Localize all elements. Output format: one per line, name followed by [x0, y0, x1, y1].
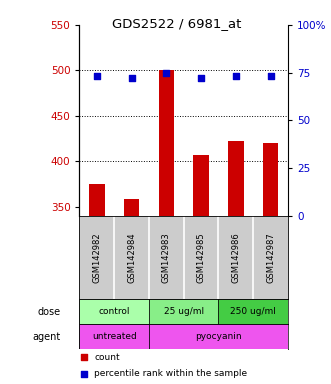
Point [268, 73, 273, 79]
Point [81, 354, 86, 361]
Text: pyocyanin: pyocyanin [195, 332, 242, 341]
Bar [263, 143, 278, 216]
Bar [149, 299, 218, 324]
Text: untreated: untreated [92, 332, 137, 341]
Point [233, 73, 238, 79]
Bar [124, 199, 139, 216]
Point [94, 73, 99, 79]
Bar [159, 70, 174, 216]
Point [198, 75, 204, 81]
Point [129, 75, 134, 81]
Bar [79, 299, 149, 324]
Point [81, 371, 86, 377]
Text: GSM142984: GSM142984 [127, 232, 136, 283]
Text: 25 ug/ml: 25 ug/ml [164, 307, 204, 316]
Text: GDS2522 / 6981_at: GDS2522 / 6981_at [113, 17, 242, 30]
Text: dose: dose [37, 307, 60, 317]
Text: GSM142987: GSM142987 [266, 232, 275, 283]
Text: GSM142985: GSM142985 [197, 232, 206, 283]
Point [164, 70, 169, 76]
Bar [79, 324, 149, 349]
Bar [89, 184, 105, 216]
Bar [193, 155, 209, 216]
Text: control: control [98, 307, 130, 316]
Text: 250 ug/ml: 250 ug/ml [230, 307, 276, 316]
Text: count: count [94, 353, 120, 362]
Bar [228, 141, 244, 216]
Text: percentile rank within the sample: percentile rank within the sample [94, 369, 247, 378]
Text: GSM142986: GSM142986 [231, 232, 240, 283]
Bar [218, 299, 288, 324]
Text: GSM142983: GSM142983 [162, 232, 171, 283]
Text: GSM142982: GSM142982 [92, 232, 101, 283]
Bar [149, 324, 288, 349]
Text: agent: agent [32, 332, 60, 342]
